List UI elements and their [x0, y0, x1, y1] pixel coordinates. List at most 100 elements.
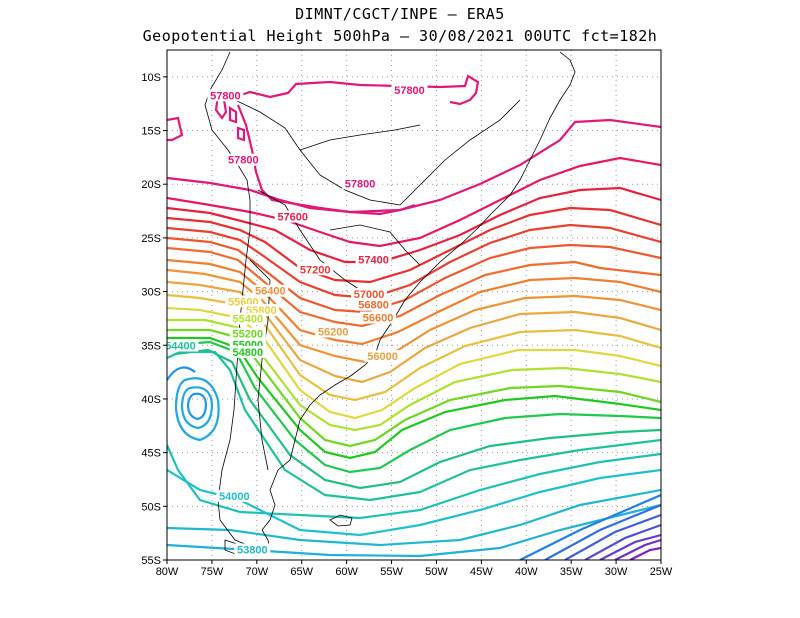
- contour-56000: [167, 280, 661, 384]
- contour-54400: [167, 350, 661, 502]
- lon-tick-label: 35W: [560, 566, 583, 578]
- contour-se-2: [544, 503, 661, 560]
- contour-label: 56200: [318, 327, 349, 339]
- contour-se-3: [564, 513, 661, 560]
- contour-label-bg: [225, 153, 262, 166]
- lon-tick-label: 30W: [605, 566, 628, 578]
- lat-tick-label: 50S: [141, 501, 161, 513]
- contour-label: 57800: [345, 178, 376, 190]
- lat-tick-label: 20S: [141, 179, 161, 191]
- lat-tick-label: 15S: [141, 126, 161, 138]
- contour-53800: [167, 488, 661, 547]
- coastlines-borders: [204, 51, 576, 556]
- border-1: [234, 99, 401, 206]
- contour-label: 57400: [358, 255, 389, 267]
- contour-label-bg: [360, 311, 397, 324]
- contour-label: 53800: [237, 544, 268, 556]
- contour-label: 55200: [233, 329, 264, 341]
- falklands: [329, 514, 353, 527]
- lon-tick-label: 75W: [201, 566, 224, 578]
- lon-tick-label: 50W: [425, 566, 448, 578]
- contour-57800-east: [167, 118, 661, 214]
- lat-tick-label: 55S: [141, 555, 161, 567]
- border-2: [299, 124, 421, 151]
- contour-label-bg: [167, 339, 199, 352]
- contour-label-bg: [391, 83, 428, 96]
- contour-label-bg: [229, 312, 266, 325]
- lat-tick-label: 30S: [141, 287, 161, 299]
- contour-54200: [167, 444, 661, 520]
- contour-57600: [167, 156, 661, 248]
- contour-57800-north: [231, 74, 480, 106]
- contour-label: 57800: [210, 90, 241, 102]
- contour-57800-west: [236, 104, 416, 216]
- contour-label-bg: [229, 345, 266, 358]
- contour-label: 56600: [363, 313, 394, 325]
- contour-label-bg: [216, 489, 253, 502]
- contour-label-bg: [355, 298, 392, 311]
- contour-label-bg: [364, 350, 401, 363]
- contour-57000: [167, 223, 661, 300]
- contour-label: 57200: [300, 264, 331, 276]
- contour-label: 57800: [228, 155, 259, 167]
- contour-label: 55400: [233, 314, 264, 326]
- lon-tick-label: 40W: [515, 566, 538, 578]
- contour-labels: 57800 57800 57800 57800 57600 57400 57200 57000…: [165, 83, 428, 556]
- contour-57400: [167, 186, 661, 264]
- lon-tick-label: 25W: [650, 566, 673, 578]
- contour-se-4: [584, 523, 661, 560]
- contour-label-bg: [351, 287, 388, 300]
- contour-label: 56000: [367, 351, 398, 363]
- contour-57200: [167, 206, 661, 284]
- map-area: 57800 57800 57800 57800 57600 57400 57200 57000…: [165, 51, 661, 560]
- contour-label-bg: [252, 284, 289, 297]
- contour-label-bg: [274, 210, 311, 223]
- contour-low-ring3: [186, 392, 208, 421]
- contour-label-bg: [297, 263, 334, 276]
- contour-se-5: [599, 533, 661, 560]
- lat-tick-label: 40S: [141, 394, 161, 406]
- border-5: [249, 259, 271, 471]
- grid-lines: [166, 50, 662, 561]
- contour-56400: [167, 258, 661, 346]
- lat-tick-label: 35S: [141, 340, 161, 352]
- border-6: [399, 99, 521, 206]
- contour-label: 54000: [219, 491, 250, 503]
- contour-54600: [174, 348, 661, 490]
- contour-label: 56400: [255, 286, 286, 298]
- lat-tick-label: 10S: [141, 72, 161, 84]
- lat-tick-label: 45S: [141, 448, 161, 460]
- contour-label: 57600: [277, 212, 308, 224]
- contour-label-bg: [315, 325, 352, 338]
- contour-label: 57800: [394, 85, 425, 97]
- contour-low-ring1: [174, 377, 220, 442]
- south-america-coast: [204, 51, 576, 551]
- contour-label-bg: [355, 253, 392, 266]
- map-title-line1: DIMNT/CGCT/INPE – ERA5: [295, 5, 505, 23]
- contour-label: 54800: [233, 347, 264, 359]
- contour-label-bg: [342, 177, 379, 190]
- lat-tick-label: 25S: [141, 233, 161, 245]
- contour-se-7: [629, 546, 661, 560]
- lon-tick-label: 55W: [380, 566, 403, 578]
- contour-label: 57000: [354, 289, 385, 301]
- contour-label: 56800: [358, 300, 389, 312]
- border-4: [329, 224, 421, 266]
- contour-54800: [171, 340, 661, 474]
- lon-tick-label: 60W: [335, 566, 358, 578]
- lon-tick-label: 80W: [156, 566, 179, 578]
- contour-label-bg: [229, 327, 266, 340]
- lon-tick-label: 70W: [246, 566, 269, 578]
- map-frame: [166, 49, 662, 561]
- contour-label: 54400: [165, 340, 196, 352]
- lon-tick-label: 45W: [470, 566, 493, 578]
- contour-label-bg: [207, 89, 244, 102]
- contour-label-bg: [234, 543, 271, 556]
- map-title-line2: Geopotential Height 500hPa – 30/08/2021 …: [142, 27, 658, 45]
- contour-low-ring2: [180, 386, 214, 430]
- contour-nw-coast: [167, 116, 184, 142]
- contour-se-6: [614, 538, 661, 560]
- contour-se-1: [519, 493, 661, 560]
